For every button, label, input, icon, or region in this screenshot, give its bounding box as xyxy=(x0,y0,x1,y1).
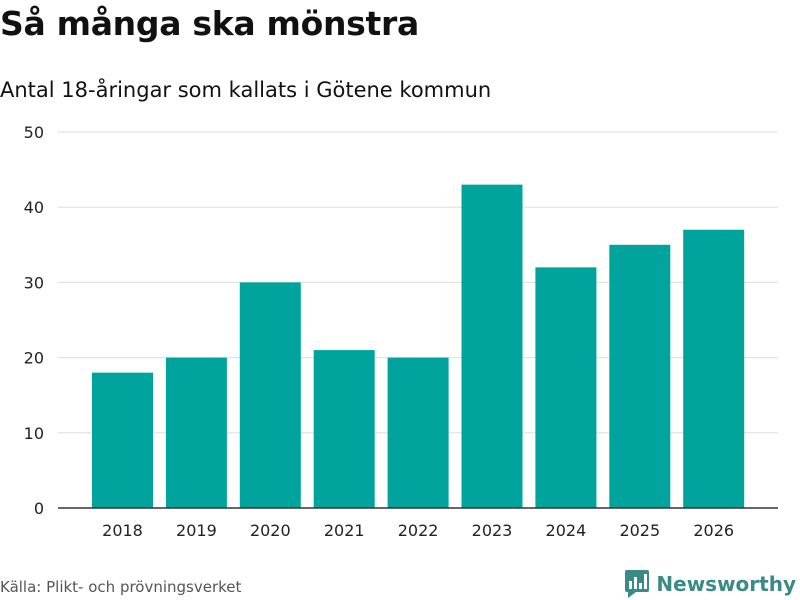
y-tick-label: 0 xyxy=(34,499,44,518)
x-tick-label: 2026 xyxy=(693,521,734,540)
y-tick-label: 40 xyxy=(24,198,44,217)
bar-2020 xyxy=(239,282,301,508)
y-tick-label: 50 xyxy=(24,123,44,142)
x-tick-label: 2018 xyxy=(102,521,143,540)
bar-2019 xyxy=(165,357,227,508)
x-tick-label: 2020 xyxy=(250,521,291,540)
bar-2024 xyxy=(535,267,597,508)
x-tick-label: 2022 xyxy=(398,521,439,540)
chart-title: Så många ska mönstra xyxy=(0,4,419,43)
bar-2018 xyxy=(92,372,153,508)
bar-2022 xyxy=(387,357,449,508)
source-note: Källa: Plikt- och prövningsverket xyxy=(0,578,242,596)
bar-chart-speech-bubble-icon xyxy=(625,570,650,598)
bar-2026 xyxy=(683,229,745,508)
x-tick-label: 2019 xyxy=(176,521,217,540)
brand-name: Newsworthy xyxy=(656,572,796,596)
bar-2023 xyxy=(461,184,523,508)
x-tick-label: 2025 xyxy=(619,521,660,540)
brand-logo: Newsworthy xyxy=(624,569,796,599)
x-tick-label: 2023 xyxy=(472,521,513,540)
x-tick-label: 2024 xyxy=(546,521,587,540)
y-tick-label: 10 xyxy=(24,424,44,443)
bar-2021 xyxy=(313,350,375,508)
x-tick-label: 2021 xyxy=(324,521,365,540)
bar-2025 xyxy=(609,244,671,509)
chart-subtitle: Antal 18-åringar som kallats i Götene ko… xyxy=(0,78,492,102)
y-tick-label: 30 xyxy=(24,273,44,292)
y-tick-label: 20 xyxy=(24,349,44,368)
